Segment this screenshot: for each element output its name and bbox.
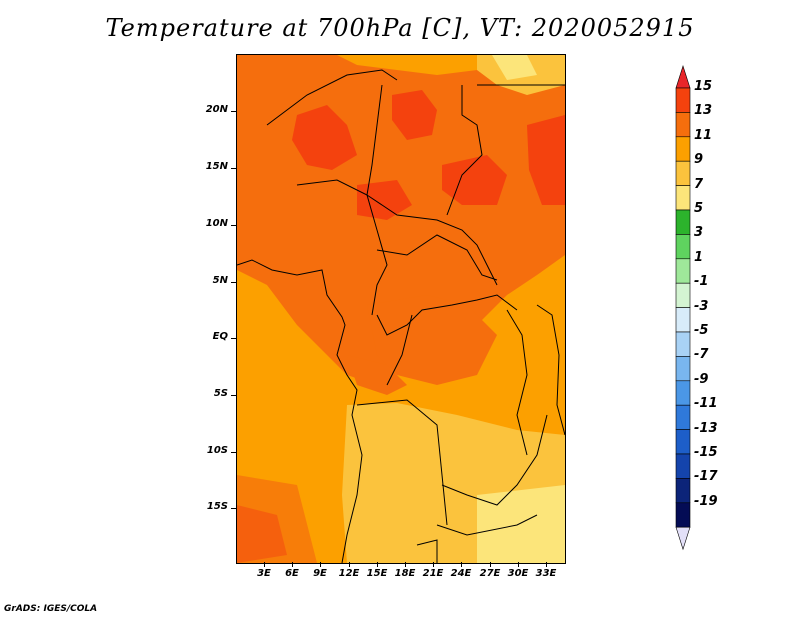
xlabel-33e: 33E	[535, 568, 557, 579]
colorbar-label: -19	[694, 493, 718, 509]
hot-core-west	[292, 105, 357, 170]
xlabel-27e: 27E	[479, 568, 501, 579]
borders	[237, 69, 565, 563]
tick-x-21e	[433, 562, 434, 567]
xlabel-9e: 9E	[313, 568, 327, 579]
field-11c-equator	[367, 295, 497, 385]
tick-x-12e	[349, 562, 350, 567]
colorbar-label: 7	[694, 176, 704, 192]
tick-y-10n	[231, 225, 236, 226]
ylabel-15n: 15N	[205, 161, 228, 172]
colorbar-label: 15	[694, 79, 713, 94]
colorbar-label: 3	[694, 225, 704, 241]
ylabel-eq: EQ	[212, 331, 228, 342]
colorbar-box	[675, 380, 691, 406]
ylabel-5s: 5S	[213, 388, 228, 399]
colorbar-box	[675, 429, 691, 455]
tick-y-15n	[231, 168, 236, 169]
colorbar-box	[675, 282, 691, 308]
footer-credit: GrADS: IGES/COLA	[4, 604, 98, 614]
colorbar-label: 9	[694, 152, 704, 168]
tick-x-6e	[292, 562, 293, 567]
colorbar-box	[675, 258, 691, 284]
colorbar	[675, 65, 691, 551]
colorbar-top-triangle	[675, 65, 691, 89]
colorbar-box	[675, 112, 691, 138]
tick-y-15s	[231, 508, 236, 509]
ylabel-5n: 5N	[212, 275, 228, 286]
xlabel-6e: 6E	[285, 568, 299, 579]
colorbar-bottom-triangle	[675, 526, 691, 551]
colorbar-label: -15	[694, 445, 718, 460]
colorbar-label: -7	[694, 347, 709, 363]
colorbar-box	[675, 404, 691, 430]
colorbar-box	[675, 502, 691, 528]
hot-core-north-east	[442, 155, 507, 205]
hot-core-central	[392, 90, 437, 140]
ylabel-20n: 20N	[205, 104, 228, 115]
colorbar-label: 11	[694, 127, 713, 143]
xlabel-3e: 3E	[257, 568, 271, 579]
tick-y-eq	[231, 338, 236, 339]
colorbar-box	[675, 185, 691, 211]
colorbar-label: 5	[694, 201, 704, 216]
colorbar-box	[675, 160, 691, 186]
ylabel-15s: 15S	[206, 501, 228, 512]
colorbar-label: -11	[694, 396, 718, 412]
hot-core-mid	[357, 180, 412, 220]
field-5c-ne	[492, 55, 537, 80]
xlabel-21e: 21E	[422, 568, 444, 579]
colorbar-label: -13	[694, 420, 718, 436]
tick-y-10s	[231, 452, 236, 453]
colorbar-box	[675, 136, 691, 162]
colorbar-box	[675, 356, 691, 382]
xlabel-18e: 18E	[394, 568, 416, 579]
map-fields	[237, 55, 565, 563]
tick-x-18e	[405, 562, 406, 567]
tick-x-30e	[518, 562, 519, 567]
colorbar-box	[675, 453, 691, 479]
tick-y-5s	[231, 395, 236, 396]
colorbar-box	[675, 234, 691, 260]
field-5c-south	[477, 485, 565, 563]
colorbar-boxes	[675, 65, 691, 551]
colorbar-label: -17	[694, 469, 718, 485]
colorbar-label: 1	[694, 249, 704, 265]
colorbar-label: -9	[694, 371, 709, 387]
tick-x-24e	[461, 562, 462, 567]
colorbar-box	[675, 331, 691, 357]
tick-x-3e	[264, 562, 265, 567]
xlabel-12e: 12E	[338, 568, 360, 579]
tick-x-33e	[546, 562, 547, 567]
colorbar-box	[675, 87, 691, 113]
hot-core-east	[527, 115, 565, 205]
ylabel-10n: 10N	[205, 218, 228, 229]
colorbar-label: 13	[694, 103, 713, 119]
xlabel-30e: 30E	[507, 568, 529, 579]
tick-x-27e	[490, 562, 491, 567]
xlabel-24e: 24E	[450, 568, 472, 579]
field-9c-north	[337, 55, 477, 75]
field-11c-congo	[347, 355, 407, 395]
colorbar-label: -1	[694, 274, 709, 290]
field-11c-sw-ocean	[237, 475, 317, 563]
tick-x-9e	[320, 562, 321, 567]
colorbar-label: -5	[694, 323, 709, 338]
tick-y-20n	[231, 111, 236, 112]
tick-x-15e	[377, 562, 378, 567]
colorbar-label: -3	[694, 298, 709, 314]
colorbar-box	[675, 209, 691, 235]
tick-y-5n	[231, 282, 236, 283]
chart-title: Temperature at 700hPa [C], VT: 202005291…	[105, 14, 695, 42]
colorbar-box	[675, 307, 691, 333]
colorbar-box	[675, 478, 691, 504]
ylabel-10s: 10S	[206, 445, 228, 456]
xlabel-15e: 15E	[366, 568, 388, 579]
temperature-map	[236, 54, 566, 564]
